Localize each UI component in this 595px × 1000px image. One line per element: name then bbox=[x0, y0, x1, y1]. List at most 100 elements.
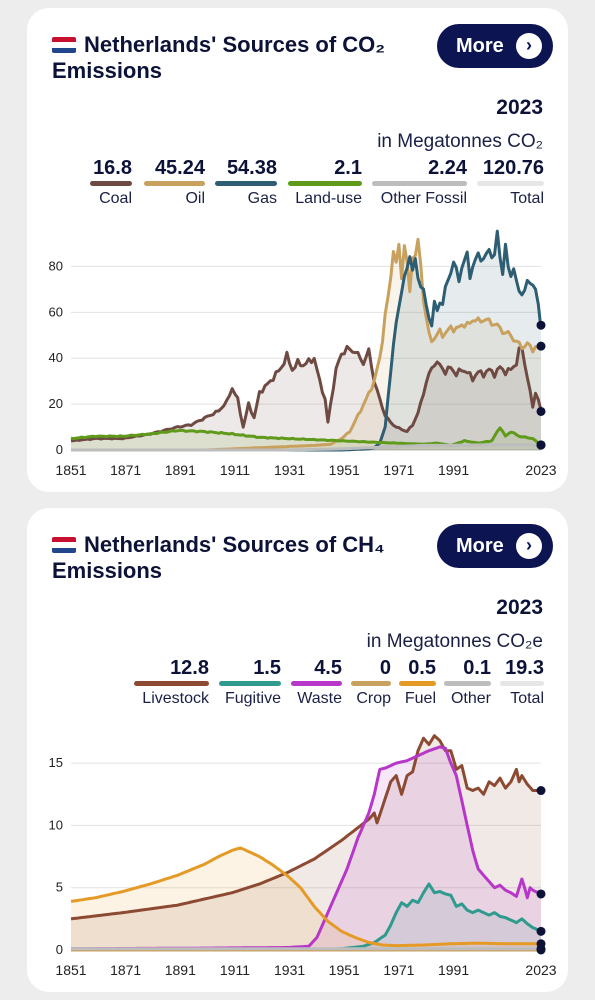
end-point-marker bbox=[536, 341, 546, 351]
x-tick-label: 2023 bbox=[525, 462, 556, 478]
line-livestock bbox=[70, 734, 541, 921]
card-title-line1: Netherlands' Sources of CO₂ bbox=[84, 32, 386, 57]
legend-label: Fuel bbox=[404, 690, 436, 707]
ch4-area-chart: 0 5 10 15 1851 1871 1891 1911 1931 1951 1971 1991 20… bbox=[49, 734, 557, 978]
x-tick-label: 1931 bbox=[274, 962, 305, 978]
legend-label: Oil bbox=[185, 190, 205, 207]
legend-item-crop[interactable]: 0 Crop bbox=[351, 656, 391, 710]
line-fuel bbox=[70, 846, 541, 948]
legend-swatch bbox=[288, 181, 362, 186]
year-label: 2023 bbox=[496, 96, 543, 119]
card-title-line1: Netherlands' Sources of CH₄ bbox=[84, 532, 385, 557]
legend-item-total[interactable]: 19.3 Total bbox=[500, 656, 544, 710]
chevron-right-icon: › bbox=[516, 33, 542, 59]
card-title-line2: Emissions bbox=[52, 58, 163, 83]
legend: 16.8 Coal 45.24 Oil 54.38 Gas 2.1 Land-use 2.24 O… bbox=[27, 156, 568, 216]
area-livestock bbox=[71, 735, 541, 950]
more-button[interactable]: More › bbox=[437, 524, 553, 568]
legend-value: 45.24 bbox=[154, 157, 205, 179]
legend-item-livestock[interactable]: 12.8 Livestock bbox=[134, 656, 209, 710]
more-button[interactable]: More › bbox=[437, 24, 553, 68]
legend-item-waste[interactable]: 4.5 Waste bbox=[291, 656, 342, 710]
unit-label: in Megatonnes CO₂e bbox=[366, 631, 543, 652]
end-point-marker bbox=[536, 406, 546, 416]
legend-item-land-use[interactable]: 2.1 Land-use bbox=[288, 156, 362, 210]
legend-value: 1.5 bbox=[253, 657, 281, 679]
legend-value: 0 bbox=[379, 657, 391, 679]
legend-swatch bbox=[399, 681, 436, 686]
legend-item-fuel[interactable]: 0.5 Fuel bbox=[399, 656, 436, 710]
card-title-line2: Emissions bbox=[52, 558, 163, 583]
card-title: Netherlands' Sources of CH₄ Emissions bbox=[52, 532, 422, 584]
x-tick-label: 1911 bbox=[220, 462, 250, 478]
y-tick-label: 0 bbox=[56, 442, 63, 457]
x-tick-label: 1971 bbox=[383, 962, 414, 978]
end-point-marker bbox=[536, 786, 546, 796]
x-tick-label: 1871 bbox=[110, 962, 141, 978]
legend-value: 4.5 bbox=[314, 657, 342, 679]
end-point-marker bbox=[536, 944, 546, 954]
legend-swatch bbox=[291, 681, 342, 686]
y-tick-label: 10 bbox=[49, 817, 63, 832]
legend-label: Land-use bbox=[295, 190, 362, 207]
x-tick-label: 1851 bbox=[55, 462, 86, 478]
legend-value: 0.1 bbox=[463, 657, 491, 679]
x-tick-label: 1991 bbox=[438, 462, 469, 478]
x-tick-label: 1911 bbox=[220, 962, 250, 978]
x-tick-label: 1851 bbox=[55, 962, 86, 978]
netherlands-flag-icon bbox=[52, 37, 76, 53]
legend-item-total[interactable]: 120.76 Total bbox=[477, 156, 544, 210]
legend-item-gas[interactable]: 54.38 Gas bbox=[215, 156, 277, 210]
x-tick-label: 1971 bbox=[383, 462, 414, 478]
legend-item-coal[interactable]: 16.8 Coal bbox=[90, 156, 132, 210]
legend-label: Fugitive bbox=[224, 690, 281, 707]
y-tick-label: 60 bbox=[49, 304, 63, 319]
y-tick-label: 40 bbox=[49, 350, 63, 365]
legend-label: Total bbox=[510, 190, 544, 207]
x-tick-label: 1891 bbox=[165, 962, 196, 978]
legend-label: Total bbox=[510, 690, 544, 707]
legend-swatch bbox=[219, 681, 281, 686]
area-fuel bbox=[71, 847, 541, 950]
legend-value: 12.8 bbox=[170, 657, 209, 679]
legend-label: Livestock bbox=[142, 690, 209, 707]
legend-swatch bbox=[215, 181, 277, 186]
legend-item-oil[interactable]: 45.24 Oil bbox=[144, 156, 205, 210]
y-tick-label: 20 bbox=[49, 396, 63, 411]
x-tick-label: 1991 bbox=[438, 962, 469, 978]
area-fugitive bbox=[71, 884, 541, 950]
legend-swatch bbox=[144, 181, 205, 186]
chevron-right-icon: › bbox=[516, 533, 542, 559]
legend-item-other-fossil[interactable]: 2.24 Other Fossil bbox=[372, 156, 467, 210]
end-point-marker bbox=[536, 889, 546, 899]
legend-swatch bbox=[372, 181, 467, 186]
legend: 12.8 Livestock 1.5 Fugitive 4.5 Waste 0 Crop 0.5… bbox=[27, 656, 568, 716]
x-tick-label: 1931 bbox=[274, 462, 305, 478]
year-label: 2023 bbox=[496, 596, 543, 619]
legend-value: 19.3 bbox=[505, 657, 544, 679]
x-tick-label: 1951 bbox=[329, 462, 360, 478]
x-tick-label: 1891 bbox=[165, 462, 196, 478]
x-tick-label: 2023 bbox=[525, 962, 556, 978]
area-coal bbox=[71, 346, 541, 450]
x-tick-label: 1871 bbox=[110, 462, 141, 478]
legend-value: 2.1 bbox=[334, 157, 362, 179]
end-point-marker bbox=[536, 320, 546, 330]
y-tick-label: 15 bbox=[49, 755, 63, 770]
y-tick-label: 0 bbox=[56, 942, 63, 957]
legend-swatch bbox=[477, 181, 544, 186]
more-button-label: More bbox=[456, 535, 504, 557]
legend-label: Waste bbox=[297, 690, 342, 707]
legend-item-fugitive[interactable]: 1.5 Fugitive bbox=[219, 656, 281, 710]
legend-value: 2.24 bbox=[428, 157, 467, 179]
legend-swatch bbox=[444, 681, 491, 686]
legend-swatch bbox=[351, 681, 391, 686]
legend-swatch bbox=[134, 681, 209, 686]
co2-emissions-card: Netherlands' Sources of CO₂ Emissions Mo… bbox=[27, 8, 568, 492]
legend-item-other[interactable]: 0.1 Other bbox=[444, 656, 491, 710]
legend-value: 16.8 bbox=[93, 157, 132, 179]
y-tick-label: 5 bbox=[56, 880, 63, 895]
legend-label: Crop bbox=[356, 690, 391, 707]
unit-label: in Megatonnes CO₂ bbox=[377, 131, 543, 152]
line-land-use bbox=[70, 426, 542, 447]
